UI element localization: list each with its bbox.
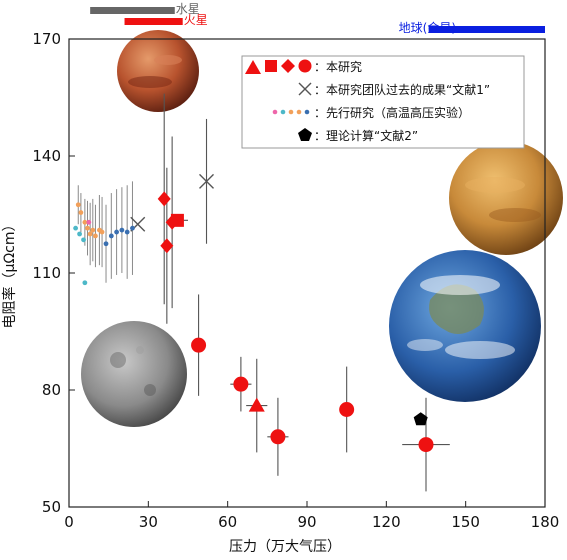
- legend-square-marker: [265, 60, 277, 72]
- data-point-diamond: [165, 214, 179, 230]
- legend-circle-marker: [298, 59, 312, 73]
- data-point-circle: [191, 337, 207, 353]
- earth-icon: [389, 250, 541, 402]
- x-tick-label: 90: [297, 513, 316, 531]
- data-point-dot: [85, 225, 90, 231]
- venus-icon: [449, 141, 563, 255]
- pressure-range-label: 地球(金星): [399, 20, 456, 35]
- legend-label-previous-results: ：本研究团队过去的成果“文献1”: [314, 82, 490, 97]
- y-tick-label: 170: [32, 30, 61, 48]
- data-point-dot: [108, 233, 114, 239]
- data-point-dot: [82, 280, 88, 286]
- data-point-dot: [103, 241, 109, 247]
- y-tick-label: 110: [32, 264, 61, 282]
- pressure-range-bar: [428, 26, 545, 33]
- data-point-dot: [77, 231, 82, 237]
- data-point-dot: [130, 225, 135, 231]
- data-point-dot: [90, 227, 96, 233]
- x-stroke: [199, 173, 215, 189]
- data-point-x: [199, 173, 215, 189]
- data-point-dot: [81, 237, 86, 243]
- data-point-dot: [99, 229, 105, 235]
- legend-label-theory: ：理论计算“文献2”: [314, 128, 418, 143]
- data-point-dot: [93, 233, 98, 239]
- data-point-circle: [270, 429, 286, 445]
- legend-diamond-marker: [281, 59, 295, 73]
- mercury-icon: [81, 321, 187, 427]
- legend-dots-marker: [272, 109, 310, 115]
- x-axis-label: 压力（万大气压）: [229, 539, 341, 555]
- data-point-dot: [119, 227, 125, 233]
- pressure-range-bar: [90, 7, 175, 14]
- y-tick-label: 50: [42, 498, 61, 516]
- legend-label-prior-research: ：先行研究（高温高压实验）: [314, 105, 470, 120]
- data-point-triangle: [248, 397, 265, 412]
- pressure-range-label: 火星: [184, 13, 208, 27]
- x-tick-label: 120: [372, 513, 401, 531]
- pressure-range-bar: [124, 18, 183, 25]
- x-tick-label: 30: [139, 513, 158, 531]
- data-point-dot: [114, 229, 119, 235]
- pressure-range-label: 水星: [176, 2, 200, 16]
- data-point-circle: [233, 376, 249, 392]
- legend: ：本研究 ：本研究团队过去的成果“文献1” ：先行研究（高温高压实验） ：理论计…: [241, 55, 525, 149]
- x-tick-label: 60: [218, 513, 237, 531]
- data-point-dot: [87, 231, 93, 237]
- y-axis-label: 电阻率（μΩcm）: [1, 218, 18, 329]
- x-tick-label: 150: [451, 513, 480, 531]
- data-point-dot: [73, 225, 79, 231]
- data-point-diamond: [157, 191, 171, 207]
- data-point-diamond: [160, 238, 174, 254]
- legend-triangle-marker: [245, 60, 261, 74]
- y-tick-label: 80: [42, 381, 61, 399]
- x-tick-label: 0: [64, 513, 74, 531]
- data-point-circle: [418, 437, 434, 453]
- data-point-pentagon: [413, 412, 428, 426]
- data-point-circle: [339, 402, 355, 417]
- data-point-dot: [86, 219, 92, 225]
- legend-label-this-study: ：本研究: [314, 59, 362, 74]
- y-tick-label: 140: [32, 147, 61, 165]
- data-point-dot: [75, 202, 81, 208]
- legend-pentagon-marker: [298, 128, 312, 141]
- x-tick-label: 180: [531, 513, 560, 531]
- mars-icon: [117, 30, 199, 112]
- data-point-dot: [124, 229, 130, 235]
- data-point-dot: [78, 210, 84, 215]
- data-point-dot: [82, 219, 88, 225]
- legend-x-marker: [298, 82, 312, 96]
